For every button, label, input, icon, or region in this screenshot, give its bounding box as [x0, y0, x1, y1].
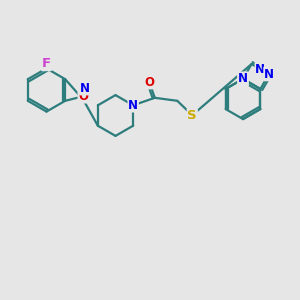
- Text: N: N: [255, 62, 265, 76]
- Text: F: F: [42, 57, 51, 70]
- Text: N: N: [238, 72, 248, 86]
- Text: N: N: [238, 72, 248, 86]
- Text: N: N: [128, 99, 138, 112]
- Text: N: N: [80, 82, 90, 95]
- Text: S: S: [188, 109, 197, 122]
- Text: O: O: [144, 76, 154, 89]
- Text: N: N: [264, 68, 274, 81]
- Text: O: O: [78, 90, 88, 103]
